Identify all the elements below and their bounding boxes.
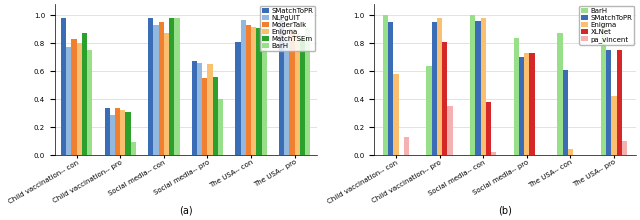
X-axis label: (b): (b) — [498, 206, 512, 216]
Bar — [154, 25, 159, 155]
Bar — [491, 152, 496, 155]
Bar — [104, 108, 109, 155]
Bar — [563, 70, 568, 155]
Bar — [120, 110, 125, 155]
Bar — [284, 38, 289, 155]
Bar — [616, 50, 622, 155]
Bar — [305, 28, 310, 155]
Bar — [246, 25, 251, 155]
Bar — [622, 141, 627, 155]
Bar — [159, 22, 164, 155]
Bar — [87, 50, 92, 155]
Bar — [426, 66, 431, 155]
Bar — [125, 112, 131, 155]
Legend: SMatchToPR, NLPgUIT, ModerTalk, Enigma, MatchTSEm, BarH: SMatchToPR, NLPgUIT, ModerTalk, Enigma, … — [260, 6, 315, 51]
Bar — [557, 33, 563, 155]
Bar — [601, 22, 606, 155]
Bar — [241, 20, 246, 155]
Bar — [197, 63, 202, 155]
Bar — [279, 20, 284, 155]
Bar — [77, 43, 82, 155]
Bar — [470, 15, 476, 155]
Bar — [606, 50, 611, 155]
Bar — [519, 57, 524, 155]
Bar — [524, 53, 529, 155]
Bar — [404, 137, 409, 155]
Bar — [393, 74, 399, 155]
Bar — [207, 64, 212, 155]
Bar — [611, 96, 616, 155]
Bar — [289, 29, 294, 155]
Bar — [109, 115, 115, 155]
Bar — [61, 18, 66, 155]
Legend: BarH, SMatchToPR, Enigma, XLNet, pa_vincent: BarH, SMatchToPR, Enigma, XLNet, pa_vinc… — [579, 6, 634, 45]
Bar — [251, 27, 257, 155]
Bar — [481, 18, 486, 155]
Bar — [568, 149, 573, 155]
Bar — [514, 38, 519, 155]
Bar — [148, 18, 154, 155]
Bar — [529, 53, 534, 155]
Bar — [442, 42, 447, 155]
Bar — [115, 108, 120, 155]
Bar — [300, 38, 305, 155]
Bar — [437, 18, 442, 155]
Bar — [202, 78, 207, 155]
Bar — [257, 28, 262, 155]
X-axis label: (a): (a) — [179, 206, 193, 216]
Bar — [212, 77, 218, 155]
Bar — [236, 42, 241, 155]
Bar — [164, 33, 169, 155]
Bar — [383, 15, 388, 155]
Bar — [486, 102, 491, 155]
Bar — [192, 61, 197, 155]
Bar — [262, 28, 267, 155]
Bar — [71, 39, 77, 155]
Bar — [174, 18, 180, 155]
Bar — [431, 22, 437, 155]
Bar — [476, 21, 481, 155]
Bar — [447, 106, 452, 155]
Bar — [169, 18, 174, 155]
Bar — [388, 22, 393, 155]
Bar — [66, 48, 71, 155]
Bar — [218, 99, 223, 155]
Bar — [82, 33, 87, 155]
Bar — [131, 142, 136, 155]
Bar — [294, 33, 300, 155]
